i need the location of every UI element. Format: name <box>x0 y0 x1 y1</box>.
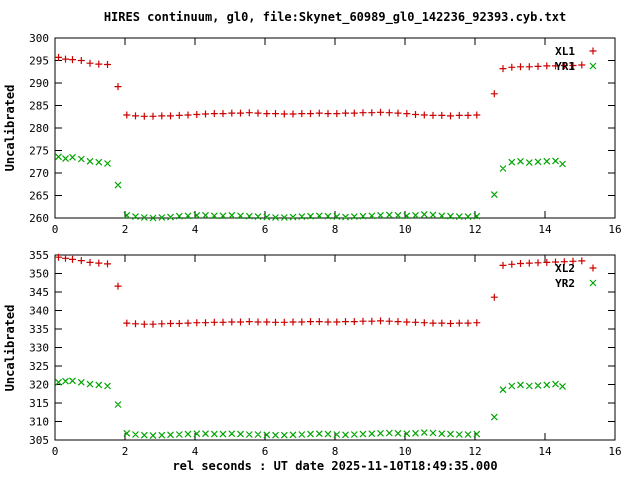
plot-frame <box>54 37 616 219</box>
x-tick-label: 16 <box>608 223 621 236</box>
y-tick-label: 330 <box>29 342 49 355</box>
axis-ticks <box>54 37 616 219</box>
x-tick-label: 0 <box>52 223 59 236</box>
y-tick-label: 295 <box>29 55 49 68</box>
y-tick-label: 260 <box>29 212 49 225</box>
chart-title: HIRES continuum, gl0, file:Skynet_60989_… <box>104 10 566 25</box>
x-tick-label: 0 <box>52 445 59 458</box>
y-tick-label: 285 <box>29 100 49 113</box>
x-tick-label: 14 <box>538 445 552 458</box>
y-tick-label: 325 <box>29 360 49 373</box>
y-tick-label: 335 <box>29 323 49 336</box>
x-axis-label: rel seconds : UT date 2025-11-10T18:49:3… <box>172 459 497 473</box>
series-XL1 <box>55 53 586 120</box>
x-tick-label: 4 <box>192 445 199 458</box>
y-tick-label: 280 <box>29 122 49 135</box>
y-axis-label-bottom: Uncalibrated <box>3 305 17 392</box>
axis-ticks <box>54 254 616 441</box>
legend-label-XL2: XL2 <box>555 262 575 275</box>
bottom-panel: 0 2 4 6 8 10 12 14 16 305 310 315 320 325 330 335 340 345… <box>29 249 622 458</box>
y-axis-label-top: Uncalibrated <box>3 85 17 172</box>
y-tick-label: 340 <box>29 305 49 318</box>
x-tick-label: 8 <box>332 445 339 458</box>
y-tick-label: 270 <box>29 167 49 180</box>
x-tick-label: 10 <box>398 445 411 458</box>
x-tick-label: 16 <box>608 445 621 458</box>
x-tick-label: 6 <box>262 223 269 236</box>
series-YR1 <box>55 153 566 222</box>
y-tick-label: 275 <box>29 145 49 158</box>
legend-marker-YR2 <box>589 279 597 287</box>
tick-labels: 0 2 4 6 8 10 12 14 16 260 265 270 275 280 285 290 295 300 <box>29 32 622 236</box>
x-tick-label: 12 <box>468 223 481 236</box>
series-XL2 <box>55 253 586 328</box>
y-tick-label: 265 <box>29 190 49 203</box>
x-tick-label: 12 <box>468 445 481 458</box>
top-panel: 0 2 4 6 8 10 12 14 16 260 265 270 275 280 285 290 295 300… <box>29 32 622 236</box>
x-tick-label: 14 <box>538 223 552 236</box>
legend-label-YR1: YR1 <box>555 60 575 73</box>
y-tick-label: 345 <box>29 286 49 299</box>
x-tick-label: 2 <box>122 223 129 236</box>
y-tick-label: 315 <box>29 397 49 410</box>
x-tick-label: 4 <box>192 223 199 236</box>
y-tick-label: 350 <box>29 268 49 281</box>
y-tick-label: 300 <box>29 32 49 45</box>
x-tick-label: 2 <box>122 445 129 458</box>
legend-label-XL1: XL1 <box>555 45 575 58</box>
plot-frame <box>54 254 616 441</box>
y-tick-label: 310 <box>29 416 49 429</box>
legend-label-YR2: YR2 <box>555 277 575 290</box>
legend-marker-XL2 <box>589 264 597 272</box>
x-tick-label: 8 <box>332 223 339 236</box>
y-tick-label: 290 <box>29 77 49 90</box>
y-tick-label: 305 <box>29 434 49 447</box>
tick-labels: 0 2 4 6 8 10 12 14 16 305 310 315 320 325 330 335 340 345… <box>29 249 622 458</box>
series-YR2 <box>55 377 566 440</box>
legend-marker-XL1 <box>589 47 597 55</box>
y-tick-label: 320 <box>29 379 49 392</box>
x-tick-label: 6 <box>262 445 269 458</box>
y-tick-label: 355 <box>29 249 49 262</box>
x-tick-label: 10 <box>398 223 411 236</box>
legend-marker-YR1 <box>589 62 597 70</box>
